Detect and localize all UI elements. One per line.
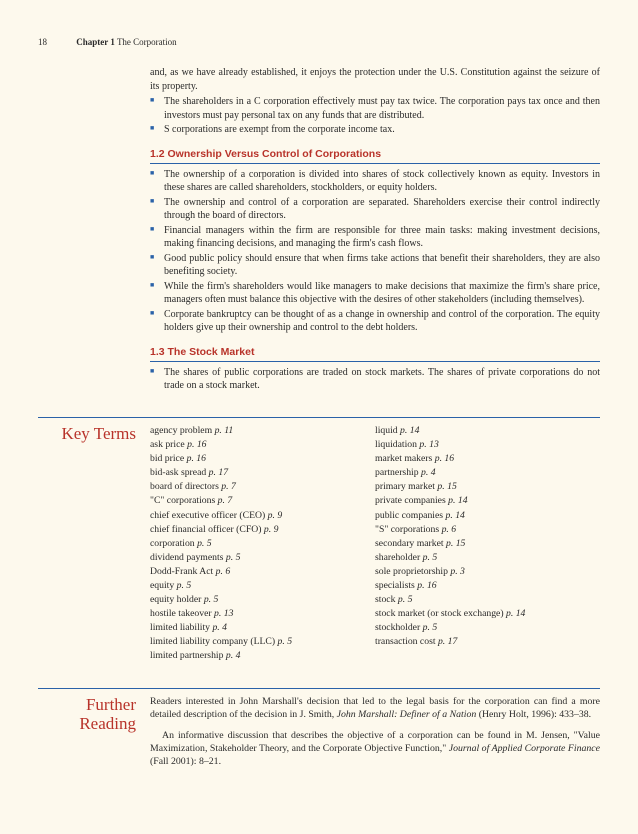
key-term: shareholder p. 5 — [375, 551, 600, 564]
key-terms-right-column: liquid p. 14liquidation p. 13market make… — [375, 424, 600, 664]
page-number: 18 — [38, 36, 74, 48]
further-reading-label: Further Reading — [38, 695, 150, 777]
key-term: chief financial officer (CFO) p. 9 — [150, 523, 375, 536]
chapter-label: Chapter 1 — [76, 37, 115, 47]
bullet-item: Corporate bankruptcy can be thought of a… — [150, 308, 600, 335]
key-term: equity holder p. 5 — [150, 593, 375, 606]
key-term: dividend payments p. 5 — [150, 551, 375, 564]
section-1-2-bullets: The ownership of a corporation is divide… — [150, 168, 600, 335]
key-term: secondary market p. 15 — [375, 537, 600, 550]
section-1-3-bullets: The shares of public corporations are tr… — [150, 366, 600, 393]
bullet-item: Good public policy should ensure that wh… — [150, 252, 600, 279]
chapter-title: The Corporation — [117, 37, 177, 47]
key-term: transaction cost p. 17 — [375, 635, 600, 648]
key-terms-left-column: agency problem p. 11ask price p. 16bid p… — [150, 424, 375, 664]
further-reading-p1: Readers interested in John Marshall's de… — [150, 695, 600, 721]
bullet-item: Financial managers within the firm are r… — [150, 224, 600, 251]
key-term: sole proprietorship p. 3 — [375, 565, 600, 578]
bullet-item: The ownership of a corporation is divide… — [150, 168, 600, 195]
summary-content: and, as we have already established, it … — [150, 66, 600, 393]
key-term: ask price p. 16 — [150, 438, 375, 451]
key-term: bid-ask spread p. 17 — [150, 466, 375, 479]
section-1-3-heading: 1.3 The Stock Market — [150, 345, 600, 362]
intro-bullet-list: The shareholders in a C corporation effe… — [150, 95, 600, 137]
key-term: Dodd-Frank Act p. 6 — [150, 565, 375, 578]
key-terms-section: Key Terms agency problem p. 11ask price … — [38, 417, 600, 664]
key-term: "S" corporations p. 6 — [375, 523, 600, 536]
key-term: public companies p. 14 — [375, 509, 600, 522]
key-term: private companies p. 14 — [375, 494, 600, 507]
bullet-item: The shareholders in a C corporation effe… — [150, 95, 600, 122]
key-term: stock p. 5 — [375, 593, 600, 606]
key-term: bid price p. 16 — [150, 452, 375, 465]
intro-paragraph: and, as we have already established, it … — [150, 66, 600, 93]
key-term: hostile takeover p. 13 — [150, 607, 375, 620]
key-term: corporation p. 5 — [150, 537, 375, 550]
key-term: agency problem p. 11 — [150, 424, 375, 437]
bullet-item: S corporations are exempt from the corpo… — [150, 123, 600, 137]
key-term: partnership p. 4 — [375, 466, 600, 479]
key-term: equity p. 5 — [150, 579, 375, 592]
bullet-item: The shares of public corporations are tr… — [150, 366, 600, 393]
key-term: limited partnership p. 4 — [150, 649, 375, 662]
key-term: limited liability company (LLC) p. 5 — [150, 635, 375, 648]
section-1-2-heading: 1.2 Ownership Versus Control of Corporat… — [150, 147, 600, 164]
key-term: liquidation p. 13 — [375, 438, 600, 451]
key-term: stockholder p. 5 — [375, 621, 600, 634]
bullet-item: While the firm's shareholders would like… — [150, 280, 600, 307]
key-term: primary market p. 15 — [375, 480, 600, 493]
key-term: board of directors p. 7 — [150, 480, 375, 493]
key-terms-label: Key Terms — [38, 424, 150, 664]
key-term: "C" corporations p. 7 — [150, 494, 375, 507]
page-header: 18 Chapter 1 The Corporation — [38, 36, 600, 48]
key-term: stock market (or stock exchange) p. 14 — [375, 607, 600, 620]
further-reading-section: Further Reading Readers interested in Jo… — [38, 688, 600, 777]
further-reading-p2: An informative discussion that describes… — [150, 729, 600, 769]
key-term: limited liability p. 4 — [150, 621, 375, 634]
bullet-item: The ownership and control of a corporati… — [150, 196, 600, 223]
key-term: chief executive officer (CEO) p. 9 — [150, 509, 375, 522]
key-term: liquid p. 14 — [375, 424, 600, 437]
key-term: specialists p. 16 — [375, 579, 600, 592]
key-term: market makers p. 16 — [375, 452, 600, 465]
